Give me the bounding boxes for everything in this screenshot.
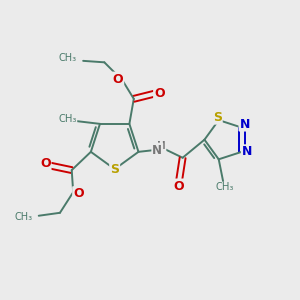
Text: O: O [40,158,50,170]
Text: CH₃: CH₃ [14,212,32,222]
Text: CH₃: CH₃ [58,53,77,64]
Text: O: O [112,73,123,85]
Text: O: O [154,87,165,100]
Text: O: O [174,179,184,193]
Text: H: H [157,141,166,151]
Text: N: N [239,118,250,130]
Text: S: S [213,111,222,124]
Text: N: N [152,144,162,157]
Text: CH₃: CH₃ [58,114,77,124]
Text: O: O [73,187,84,200]
Text: CH₃: CH₃ [215,182,234,192]
Text: S: S [110,163,119,176]
Text: N: N [242,145,252,158]
